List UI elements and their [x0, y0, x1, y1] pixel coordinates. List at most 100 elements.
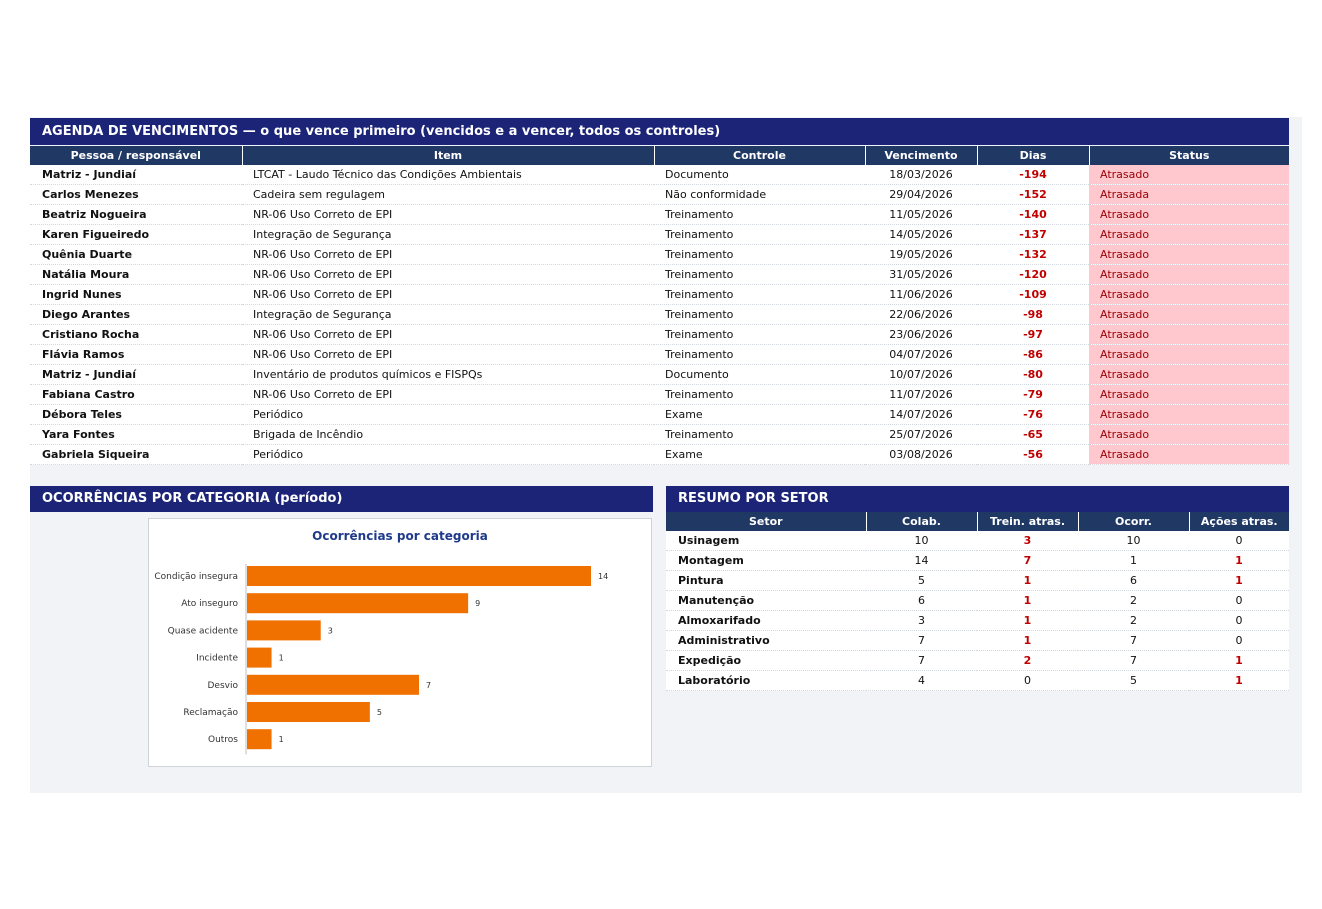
status-cell: Atrasado [1089, 264, 1289, 285]
agenda-row: Karen Figueiredo Integração de Segurança T… [30, 224, 1289, 245]
due-date-cell: 04/07/2026 [865, 344, 977, 365]
setor-row: Almoxarifado 3 1 2 0 [666, 610, 1289, 631]
control-cell: Treinamento [654, 264, 865, 285]
status-cell: Atrasado [1089, 165, 1289, 185]
item-cell: Periódico [242, 404, 654, 425]
ocorr-cell: 7 [1078, 630, 1189, 651]
ocorr-cell: 10 [1078, 531, 1189, 551]
trein-atras-cell: 7 [977, 550, 1078, 571]
status-cell: Atrasado [1089, 424, 1289, 445]
due-date-cell: 03/08/2026 [865, 444, 977, 465]
agenda-col-header: Vencimento [864, 146, 977, 165]
trein-atras-cell: 1 [977, 630, 1078, 651]
ocorr-cell: 1 [1078, 550, 1189, 571]
colab-cell: 5 [866, 570, 977, 591]
ocorr-cell: 2 [1078, 610, 1189, 631]
setor-table: Setor Colab. Trein. atras. Ocorr. Ações atra… [666, 512, 1289, 691]
acoes-atras-cell: 0 [1189, 610, 1289, 631]
due-date-cell: 19/05/2026 [865, 244, 977, 265]
due-date-cell: 18/03/2026 [865, 165, 977, 185]
colab-cell: 4 [866, 670, 977, 691]
agenda-row: Gabriela Siqueira Periódico Exame 03/08/202… [30, 444, 1289, 465]
control-cell: Exame [654, 404, 865, 425]
status-cell: Atrasado [1089, 204, 1289, 225]
person-cell: Karen Figueiredo [30, 224, 242, 245]
control-cell: Treinamento [654, 204, 865, 225]
trein-atras-cell: 3 [977, 531, 1078, 551]
agenda-row: Matriz - Jundiaí LTCAT - Laudo Técnico da… [30, 165, 1289, 185]
control-cell: Exame [654, 444, 865, 465]
due-date-cell: 22/06/2026 [865, 304, 977, 325]
person-cell: Matriz - Jundiaí [30, 364, 242, 385]
chart-title: Ocorrências por categoria [312, 529, 488, 543]
chart-category-label: Reclamação [183, 708, 238, 718]
due-date-cell: 14/07/2026 [865, 404, 977, 425]
days-cell: -194 [977, 165, 1089, 185]
chart-bar [247, 647, 272, 668]
setor-col-header: Setor [666, 512, 866, 531]
colab-cell: 7 [866, 650, 977, 671]
setor-cell: Expedição [666, 650, 866, 671]
status-cell: Atrasada [1089, 184, 1289, 205]
chart-category-label: Quase acidente [168, 626, 239, 636]
ocorr-cell: 5 [1078, 670, 1189, 691]
chart-value-label: 14 [598, 572, 608, 581]
setor-cell: Montagem [666, 550, 866, 571]
person-cell: Yara Fontes [30, 424, 242, 445]
person-cell: Fabiana Castro [30, 384, 242, 405]
setor-cell: Almoxarifado [666, 610, 866, 631]
chart-category-label: Condição insegura [154, 572, 238, 582]
due-date-cell: 23/06/2026 [865, 324, 977, 345]
acoes-atras-cell: 1 [1189, 570, 1289, 591]
agenda-row: Beatriz Nogueira NR-06 Uso Correto de EPI… [30, 204, 1289, 225]
agenda-row: Ingrid Nunes NR-06 Uso Correto de EPI Trei… [30, 284, 1289, 305]
control-cell: Documento [654, 165, 865, 185]
agenda-row: Natália Moura NR-06 Uso Correto de EPI Tre… [30, 264, 1289, 285]
chart-bar [247, 674, 419, 695]
chart-category-label: Desvio [208, 681, 239, 691]
colab-cell: 14 [866, 550, 977, 571]
agenda-row: Carlos Menezes Cadeira sem regulagem Não c… [30, 184, 1289, 205]
days-cell: -98 [977, 304, 1089, 325]
person-cell: Natália Moura [30, 264, 242, 285]
item-cell: Integração de Segurança [242, 224, 654, 245]
item-cell: Inventário de produtos químicos e FISPQs [242, 364, 654, 385]
chart-bar [247, 566, 591, 586]
control-cell: Treinamento [654, 244, 865, 265]
colab-cell: 6 [866, 590, 977, 611]
trein-atras-cell: 1 [977, 570, 1078, 591]
setor-cell: Manutenção [666, 590, 866, 611]
ocorr-cell: 7 [1078, 650, 1189, 671]
status-cell: Atrasado [1089, 384, 1289, 405]
setor-row: Expedição 7 2 7 1 [666, 650, 1289, 671]
days-cell: -76 [977, 404, 1089, 425]
item-cell: NR-06 Uso Correto de EPI [242, 204, 654, 225]
ocorr-cell: 2 [1078, 590, 1189, 611]
person-cell: Débora Teles [30, 404, 242, 425]
control-cell: Treinamento [654, 224, 865, 245]
person-cell: Carlos Menezes [30, 184, 242, 205]
colab-cell: 7 [866, 630, 977, 651]
person-cell: Beatriz Nogueira [30, 204, 242, 225]
acoes-atras-cell: 1 [1189, 650, 1289, 671]
days-cell: -79 [977, 384, 1089, 405]
chart-bar [247, 729, 272, 750]
days-cell: -65 [977, 424, 1089, 445]
item-cell: NR-06 Uso Correto de EPI [242, 324, 654, 345]
trein-atras-cell: 0 [977, 670, 1078, 691]
status-cell: Atrasado [1089, 344, 1289, 365]
setor-cell: Administrativo [666, 630, 866, 651]
agenda-row: Matriz - Jundiaí Inventário de produtos q… [30, 364, 1289, 385]
setor-cell: Usinagem [666, 531, 866, 551]
acoes-atras-cell: 1 [1189, 550, 1289, 571]
chart-bar [247, 702, 370, 722]
status-cell: Atrasado [1089, 284, 1289, 305]
control-cell: Documento [654, 364, 865, 385]
agenda-col-header: Pessoa / responsável [30, 146, 242, 165]
chart-value-label: 5 [377, 708, 382, 717]
status-cell: Atrasado [1089, 244, 1289, 265]
setor-col-header: Ações atras. [1188, 512, 1289, 531]
person-cell: Diego Arantes [30, 304, 242, 325]
due-date-cell: 11/05/2026 [865, 204, 977, 225]
status-cell: Atrasado [1089, 404, 1289, 425]
